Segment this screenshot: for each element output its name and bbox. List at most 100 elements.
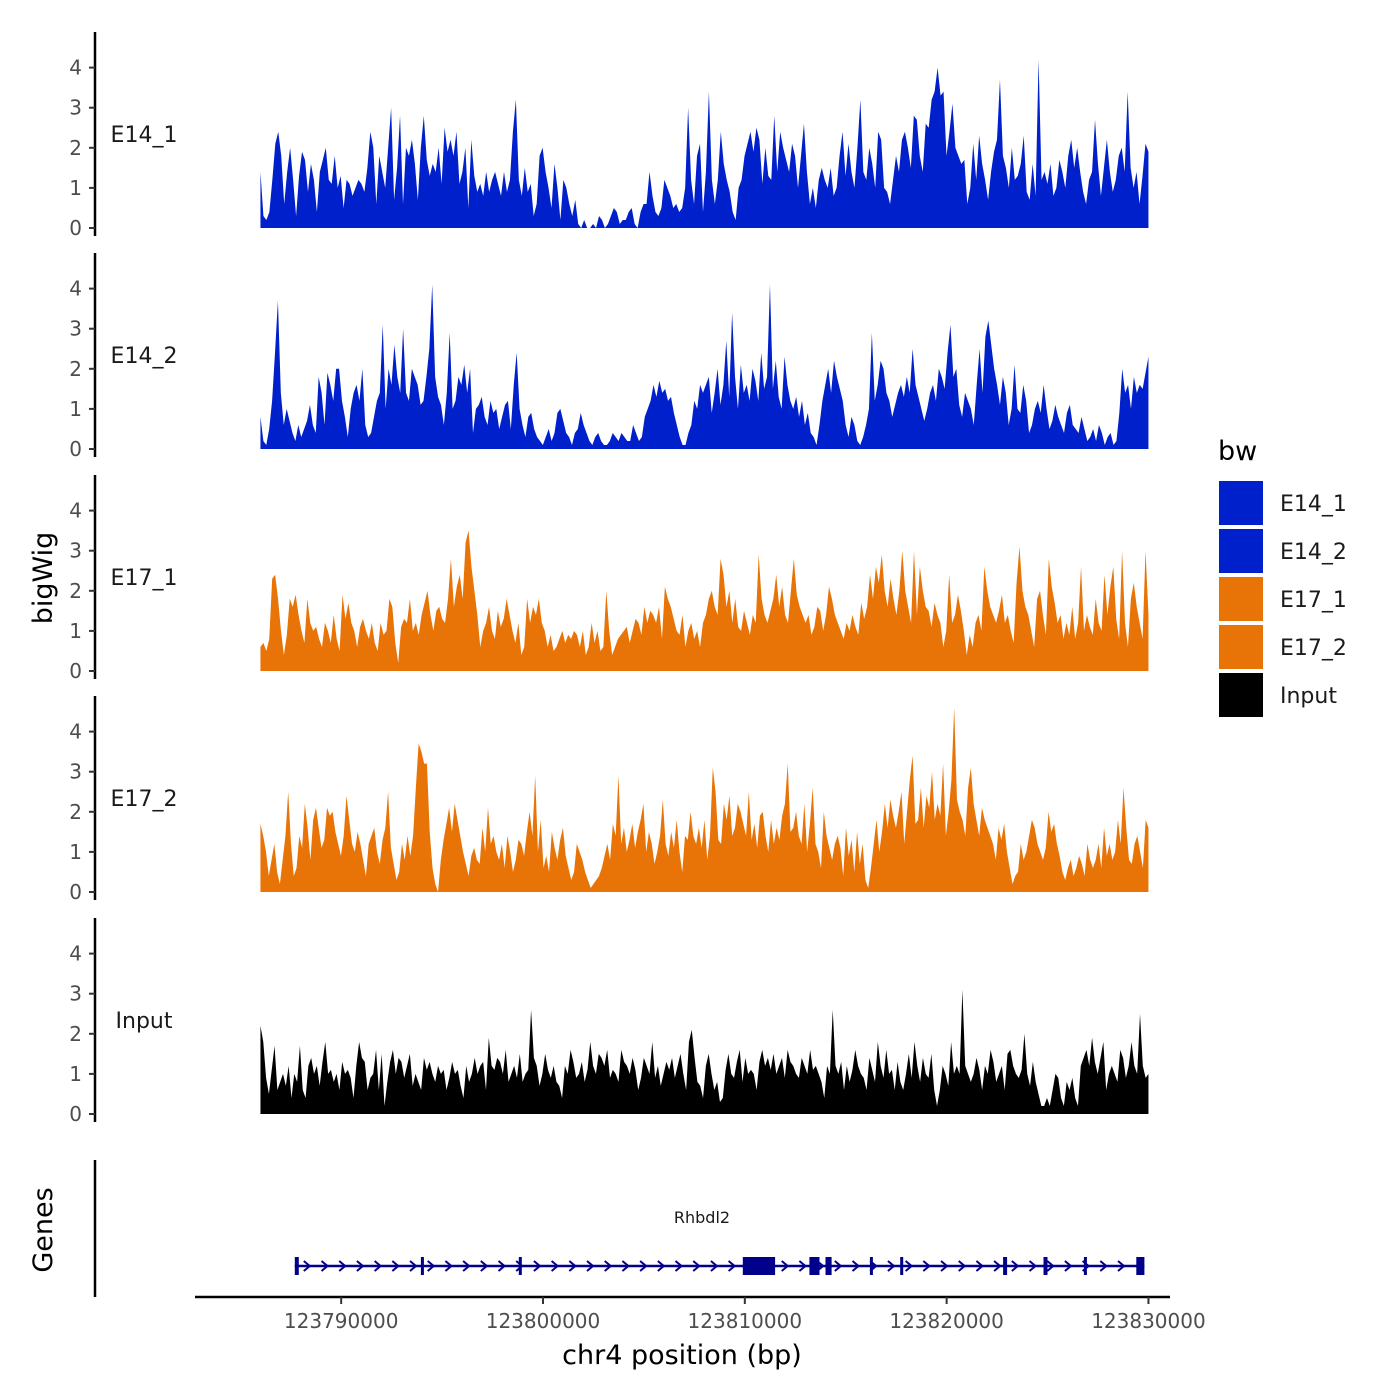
gene-track-title: Genes <box>28 1187 59 1272</box>
strand-arrow <box>391 1260 400 1272</box>
strand-arrow <box>834 1260 843 1272</box>
strand-arrow <box>851 1260 861 1272</box>
gene-exon <box>900 1257 904 1275</box>
strand-arrow <box>373 1260 383 1272</box>
strand-arrow <box>462 1260 471 1272</box>
gene-exon <box>1043 1257 1048 1275</box>
gene-exon <box>294 1257 299 1275</box>
strand-arrow <box>409 1260 418 1272</box>
y-tick-label: 0 <box>69 437 82 461</box>
gene-exon <box>825 1257 832 1275</box>
strand-arrow <box>621 1260 630 1272</box>
legend-swatch-e17-1 <box>1219 577 1263 621</box>
signal-area-e17-2 <box>260 707 1149 892</box>
y-tick-label: 0 <box>69 880 82 904</box>
strand-arrow <box>639 1260 648 1272</box>
legend-swatch-e17-2 <box>1219 625 1263 669</box>
y-axis-title: bigWig <box>28 532 59 625</box>
y-tick-label: 1 <box>69 397 82 421</box>
strand-arrow <box>568 1260 577 1272</box>
panel-label: E14_2 <box>111 344 178 369</box>
strand-arrow <box>710 1260 719 1272</box>
strand-arrow <box>1011 1260 1020 1272</box>
strand-arrow <box>798 1260 807 1272</box>
strand-arrow <box>427 1260 436 1272</box>
legend-swatch-e14-1 <box>1219 481 1263 525</box>
y-tick-label: 3 <box>69 539 82 563</box>
x-axis: 123790000 123800000 123810000 123820000 1238… <box>195 1295 1206 1333</box>
y-tick-label: 0 <box>69 1102 82 1126</box>
y-tick-label: 1 <box>69 619 82 643</box>
y-tick-label: 2 <box>69 800 82 824</box>
x-tick-label: 123790000 <box>284 1309 399 1333</box>
signal-area-e14-2 <box>260 284 1149 449</box>
legend-label-e14-2: E14_2 <box>1280 540 1347 565</box>
signal-area-e17-1 <box>260 530 1149 671</box>
x-axis-title: chr4 position (bp) <box>562 1340 802 1371</box>
y-tick-label: 4 <box>69 942 82 966</box>
legend-label-e14-1: E14_1 <box>1280 492 1347 517</box>
strand-arrow <box>497 1260 507 1272</box>
gene-exon <box>742 1257 776 1275</box>
gene-exon <box>1083 1257 1087 1275</box>
y-tick-label: 3 <box>69 317 82 341</box>
strand-arrow <box>975 1260 984 1272</box>
strand-arrow <box>550 1260 560 1272</box>
track-panels: 0 1 2 3 4 E14_1 0 1 2 3 4 E14_2 0 1 2 3 4 E17_1 0 1 2 3 4 E17_2… <box>69 32 1149 1126</box>
panel-label: Input <box>116 1009 173 1034</box>
strand-arrow <box>320 1260 330 1272</box>
panel-e17-2: 0 1 2 3 4 E17_2 <box>69 696 1149 904</box>
legend-swatch-e14-2 <box>1219 529 1263 573</box>
strand-arrow <box>303 1260 312 1272</box>
strand-arrow <box>940 1260 949 1272</box>
y-tick-label: 3 <box>69 96 82 120</box>
legend-swatch-input <box>1219 673 1263 717</box>
y-tick-label: 3 <box>69 760 82 784</box>
strand-arrow <box>1064 1260 1073 1272</box>
legend-label-e17-1: E17_1 <box>1280 588 1347 613</box>
gene-exon <box>1003 1257 1008 1275</box>
strand-arrow <box>604 1260 613 1272</box>
gene-exon <box>420 1257 424 1275</box>
strand-arrow <box>1046 1260 1055 1272</box>
strand-arrow <box>781 1260 790 1272</box>
strand-arrow <box>1028 1260 1038 1272</box>
y-tick-label: 4 <box>69 720 82 744</box>
gene-exon <box>1136 1257 1145 1275</box>
strand-arrow <box>922 1260 931 1272</box>
y-tick-label: 1 <box>69 1062 82 1086</box>
strand-arrow <box>657 1260 666 1272</box>
legend: bw E14_1 E14_2 E17_1 E17_2 Input <box>1218 436 1347 717</box>
x-tick-label: 123820000 <box>889 1309 1004 1333</box>
y-tick-label: 1 <box>69 176 82 200</box>
panel-label: E17_2 <box>111 787 178 812</box>
y-tick-label: 2 <box>69 136 82 160</box>
y-tick-label: 0 <box>69 216 82 240</box>
panel-label: E17_1 <box>111 566 178 591</box>
y-tick-label: 0 <box>69 659 82 683</box>
strand-arrow <box>480 1260 489 1272</box>
strand-arrow <box>338 1260 347 1272</box>
strand-arrow <box>444 1260 453 1272</box>
strand-arrow <box>904 1260 914 1272</box>
x-tick-label: 123830000 <box>1091 1309 1206 1333</box>
panel-e14-2: 0 1 2 3 4 E14_2 <box>69 253 1149 461</box>
panel-e14-1: 0 1 2 3 4 E14_1 <box>69 32 1149 240</box>
strand-arrow <box>887 1260 896 1272</box>
strand-arrow <box>958 1260 967 1272</box>
panel-input: 0 1 2 3 4 Input <box>69 918 1149 1126</box>
strand-arrow <box>993 1260 1002 1272</box>
gene-exon <box>869 1257 873 1275</box>
x-tick-label: 123810000 <box>688 1309 803 1333</box>
strand-arrow <box>586 1260 595 1272</box>
y-tick-label: 4 <box>69 277 82 301</box>
strand-arrow <box>1117 1260 1126 1272</box>
y-tick-label: 2 <box>69 1022 82 1046</box>
strand-arrow <box>674 1260 684 1272</box>
gene-name-label: Rhbdl2 <box>674 1208 730 1227</box>
y-tick-label: 4 <box>69 499 82 523</box>
x-tick-label: 123800000 <box>486 1309 601 1333</box>
strand-arrow <box>727 1260 737 1272</box>
panel-label: E14_1 <box>111 123 178 148</box>
